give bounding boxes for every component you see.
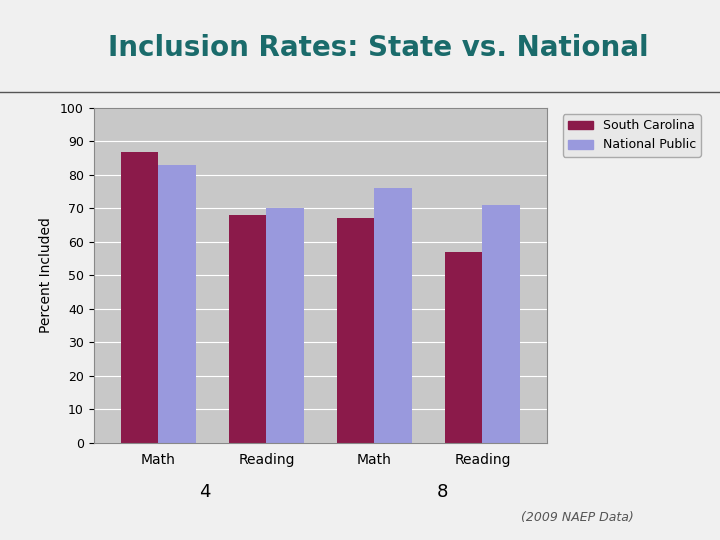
Bar (337, 219, 374, 443)
Text: Inclusion Rates: State vs. National: Inclusion Rates: State vs. National (108, 34, 649, 62)
Bar (266, 208, 304, 443)
Bar (158, 165, 196, 443)
Legend: South Carolina, National Public: South Carolina, National Public (562, 114, 701, 157)
Text: 8: 8 (437, 483, 449, 501)
Y-axis label: Percent Included: Percent Included (39, 218, 53, 333)
Bar (121, 152, 158, 443)
Bar (482, 205, 521, 443)
Text: (2009 NAEP Data): (2009 NAEP Data) (521, 511, 634, 524)
Text: 4: 4 (199, 483, 211, 501)
Bar (229, 215, 266, 443)
Bar (374, 188, 412, 443)
Bar (445, 252, 482, 443)
